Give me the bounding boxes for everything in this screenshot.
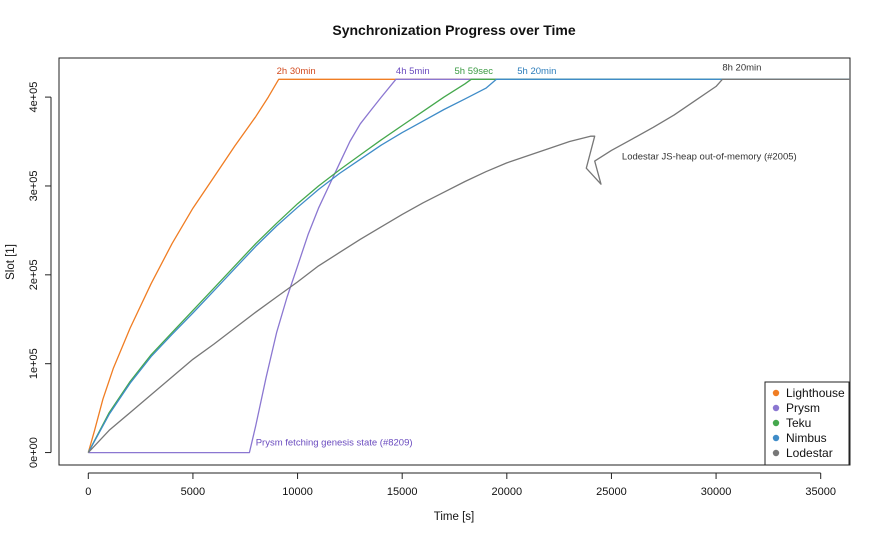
legend-label: Lodestar: [786, 446, 833, 460]
y-tick-label: 3e+05: [28, 171, 40, 202]
legend-marker: [772, 434, 780, 442]
chart-annotation: 5h 20min: [517, 66, 556, 77]
series-layer: [87, 78, 850, 454]
y-axis-label: Slot [1]: [5, 244, 17, 280]
chart-annotation: 5h 59sec: [455, 66, 494, 77]
chart-annotation: 2h 30min: [277, 66, 316, 77]
x-tick-label: 30000: [701, 486, 732, 498]
y-axis: 0e+00 1e+05 2e+05 3e+05 4e+05: [28, 82, 52, 468]
chart-annotation: 8h 20min: [722, 62, 761, 73]
legend-label: Prysm: [786, 401, 820, 415]
y-tick-label: 2e+05: [28, 259, 40, 290]
chart-annotation: Prysm fetching genesis state (#8209): [256, 437, 413, 448]
series-line-teku: [87, 78, 850, 453]
legend-marker: [772, 389, 780, 397]
series-line-lighthouse: [87, 78, 850, 453]
legend-label: Nimbus: [786, 431, 827, 445]
x-tick-label: 35000: [805, 486, 836, 498]
y-tick-label: 0e+00: [28, 437, 40, 468]
x-tick-label: 10000: [282, 486, 313, 498]
legend-marker: [772, 419, 780, 427]
x-axis-label: Time [s]: [434, 511, 474, 523]
y-tick-label: 4e+05: [28, 82, 40, 113]
legend-label: Lighthouse: [786, 386, 845, 400]
legend-marker: [772, 449, 780, 457]
x-tick-label: 20000: [492, 486, 523, 498]
series-line-lodestar: [87, 78, 850, 454]
x-tick-label: 25000: [596, 486, 627, 498]
y-tick-label: 1e+05: [28, 348, 40, 379]
x-tick-label: 15000: [387, 486, 418, 498]
chart-title: Synchronization Progress over Time: [332, 22, 575, 38]
series-line-prysm: [88, 78, 850, 454]
chart-annotation: Lodestar JS-heap out-of-memory (#2005): [622, 151, 797, 162]
legend-marker: [772, 404, 780, 412]
x-tick-label: 5000: [181, 486, 205, 498]
legend-label: Teku: [786, 416, 811, 430]
series-line-nimbus: [87, 78, 850, 453]
chart-annotation: 4h 5min: [396, 66, 430, 77]
annotation-layer: 2h 30min 4h 5min 5h 59sec 5h 20min 8h 20min L…: [256, 62, 797, 448]
plot-area-border: [58, 57, 851, 466]
x-axis: 0 5000 10000 15000 20000 25000 30000 35000: [85, 472, 836, 498]
x-tick-label: 0: [85, 486, 91, 498]
